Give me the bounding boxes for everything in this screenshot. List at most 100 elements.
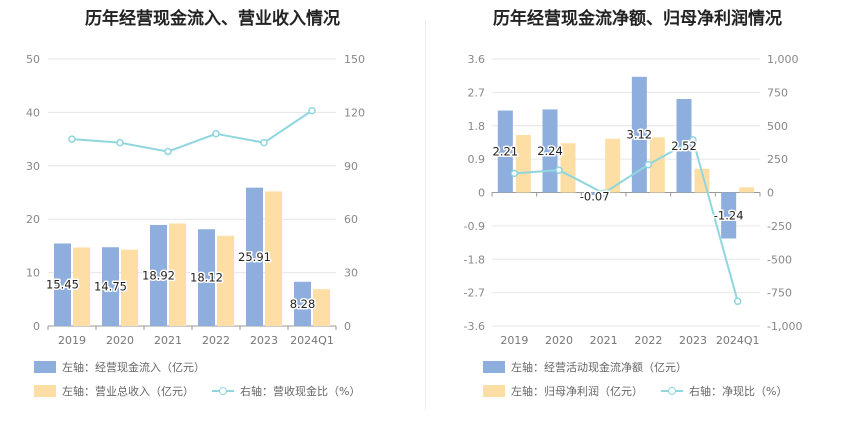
y-right-tick-label: -500 [767,253,792,266]
y-right-tick-label: 500 [767,120,788,133]
y-left-tick-label: 0.9 [468,153,486,166]
data-label: 18.92 [142,268,175,282]
x-tick-label: 2023 [679,334,707,347]
line-point [164,147,172,156]
y-left-tick-label: 30 [26,160,40,173]
x-tick-label: 2020 [106,334,134,347]
legend-swatch-bar [483,385,505,397]
bar-primary [587,192,603,196]
data-label: 2.24 [537,144,563,158]
chart-svg: 0 10 20 30 40 50 0 30 60 90 120 150 2019 2020 2021 2022… [26,53,365,347]
y-right-tick-label: 60 [344,213,358,226]
y-right-tick-label: -250 [767,220,792,233]
data-label: 18.12 [190,271,223,285]
legend-row-1: 左轴：经营现金流入（亿元） [34,359,205,375]
x-tick-label: 2021 [154,334,182,347]
bar-secondary [265,191,282,326]
y-right-tick-label: 0 [344,320,351,333]
legend-item[interactable]: 右轴：营收现金比（%） [212,383,360,399]
data-label: 15.45 [46,278,79,292]
y-left-tick-label: 40 [26,106,40,119]
y-left-tick-label: -3.6 [464,320,485,333]
line-point [116,138,124,147]
data-label: 8.28 [290,297,316,311]
bar-secondary [169,223,186,326]
legend-item[interactable]: 左轴：归母净利润（亿元） [483,383,643,399]
data-label: -1.24 [714,208,744,222]
x-tick-label: 2021 [590,334,618,347]
y-right-tick-label: -750 [767,287,792,300]
y-right-tick-label: 90 [344,160,358,173]
line-point [555,166,563,174]
legend-item[interactable]: 左轴：经营现金流入（亿元） [34,359,205,375]
bar-primary [721,192,737,239]
legend-item[interactable]: 左轴：经营活动现金流净额（亿元） [483,359,687,375]
y-right-tick-label: 750 [767,86,788,99]
y-left-tick-label: 3.6 [468,53,486,66]
data-label: 25.91 [238,250,271,264]
bar-secondary [605,138,621,193]
legend-item[interactable]: 右轴：净现比（%） [661,383,787,399]
legend-row-1: 左轴：经营活动现金流净额（亿元） [483,359,687,375]
y-left-tick-label: 2.7 [468,86,486,99]
y-right-tick-label: 250 [767,153,788,166]
chart-svg: -3.6 -2.7 -1.8 -0.9 0 0.9 1.8 2.7 3.6 -1,000 -750 -… [464,53,803,347]
chart-title: 历年经营现金流净额、归母净利润情况 [493,9,782,29]
legend-label: 左轴：归母净利润（亿元） [511,385,643,398]
x-tick-label: 2024Q1 [290,334,334,347]
y-right-tick-label: 120 [344,106,365,119]
panel-divider [425,20,426,410]
x-tick-label: 2022 [634,334,662,347]
legend-label: 右轴：营收现金比（%） [240,385,361,398]
y-left-tick-label: 10 [26,267,40,280]
legend-label: 左轴：营业总收入（亿元） [62,385,194,398]
bar-primary [150,224,167,326]
y-right-tick-label: 1,000 [767,53,799,66]
line-point [689,136,697,144]
line-point [599,189,608,197]
bar-primary [631,76,647,193]
line-point [308,106,316,115]
bar-primary [54,243,71,326]
bar-primary [246,187,263,326]
x-tick-label: 2023 [250,334,278,347]
series-line [71,109,313,153]
bar-secondary [73,247,90,326]
line-point [68,135,76,143]
legend-label: 右轴：净现比（%） [689,385,788,398]
bar-secondary [649,137,665,193]
line-point [733,297,742,306]
legend-swatch-bar [34,385,56,397]
legend-label: 左轴：经营现金流入（亿元） [62,361,205,374]
bar-secondary [515,135,531,193]
legend-item[interactable]: 左轴：营业总收入（亿元） [34,383,194,399]
line-point [260,138,268,147]
legend-swatch-line [661,385,683,397]
y-right-tick-label: -1,000 [767,320,802,333]
y-left-tick-label: 50 [26,53,40,66]
bar-secondary [217,235,234,326]
chart-title: 历年经营现金流入、营业收入情况 [85,9,340,29]
bar-primary [294,281,311,326]
y-right-tick-label: 0 [767,187,774,200]
y-left-tick-label: 0 [478,187,485,200]
bar-secondary [313,289,330,326]
y-left-tick-label: -1.8 [464,253,485,266]
x-tick-label: 2022 [202,334,230,347]
bar-primary [497,110,513,193]
legend-swatch-bar [34,361,56,373]
x-tick-label: 2019 [58,334,86,347]
bar-primary [198,229,215,326]
legend-row-2: 左轴：归母净利润（亿元） 右轴：净现比（%） [483,383,787,399]
chart-panel-net-cash: 历年经营现金流净额、归母净利润情况 -3.6 -2.7 -1.8 -0.9 0 0.9 1.… [425,0,850,437]
line-point [644,160,653,169]
y-left-tick-label: -2.7 [464,287,485,300]
data-label: 14.75 [94,280,127,294]
y-left-tick-label: 0 [33,320,40,333]
y-left-tick-label: 20 [26,213,40,226]
legend-row-2: 左轴：营业总收入（亿元） 右轴：营收现金比（%） [34,383,360,399]
y-left-tick-label: -0.9 [464,220,485,233]
y-left-tick-label: 1.8 [468,120,486,133]
legend-swatch-bar [483,361,505,373]
data-label: 2.21 [493,145,519,159]
